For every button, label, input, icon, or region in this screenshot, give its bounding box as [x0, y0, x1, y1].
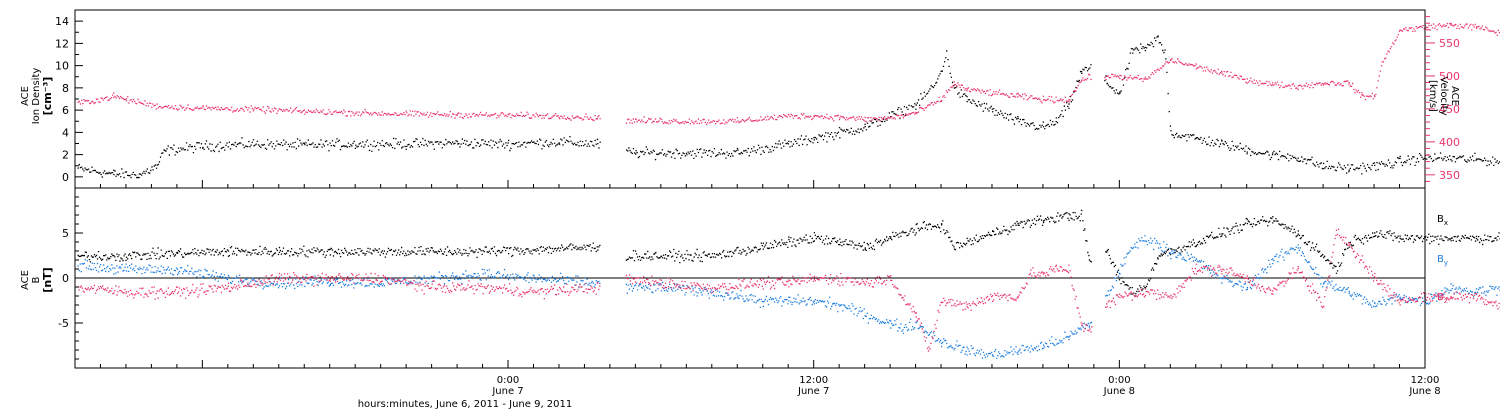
- legend-by: By: [1437, 254, 1448, 267]
- velocity-axis-label-line1: ACE: [1449, 86, 1460, 106]
- velocity-tick-label: 350: [1439, 169, 1460, 182]
- time-axis-title: hours:minutes, June 6, 2011 - June 9, 20…: [358, 399, 573, 410]
- velocity-tick-label: 550: [1439, 37, 1460, 50]
- density-axis-label-unit: [cm⁻³]: [41, 77, 54, 116]
- density-tick-label: 4: [62, 126, 69, 139]
- velocity-tick-label: 500: [1439, 70, 1460, 83]
- legend-subscript: y: [1444, 259, 1448, 267]
- by-points: [77, 235, 1500, 359]
- velocity-points: [77, 22, 1500, 126]
- date-tick-label: June 8: [1103, 386, 1135, 397]
- top-panel-frame: [74, 9, 1426, 189]
- top-panel-ticks: 0 2 4 6 8 10 12 14 350 400 450 500 550: [55, 15, 1460, 184]
- density-tick-label: 6: [62, 104, 69, 117]
- density-tick-label: 14: [55, 15, 69, 28]
- b-tick-label: 5: [62, 227, 69, 240]
- density-axis-label: ACE Ion Density [cm⁻³]: [20, 68, 54, 125]
- b-axis-label-line1: ACE: [20, 270, 31, 290]
- density-axis-label-line1: ACE: [20, 86, 31, 106]
- bz-points: [77, 228, 1500, 352]
- legend-symbol: B: [1437, 214, 1444, 225]
- bottom-panel-ticks: -5 0 5: [58, 196, 83, 360]
- legend-symbol: B: [1437, 254, 1444, 265]
- ion-density-points: [77, 35, 1500, 179]
- legend-symbol: B: [1437, 292, 1444, 303]
- density-tick-label: 10: [55, 60, 69, 73]
- velocity-axis-label: ACE Velocity [km/s]: [1427, 76, 1460, 115]
- density-tick-label: 12: [55, 37, 69, 50]
- top-panel-points: [77, 22, 1500, 179]
- velocity-axis-label-unit: [km/s]: [1427, 80, 1438, 112]
- density-tick-label: 2: [62, 149, 69, 162]
- density-tick-label: 0: [62, 171, 69, 184]
- bottom-panel-points: [77, 209, 1500, 359]
- date-tick-label: June 8: [1408, 386, 1440, 397]
- date-tick-label: June 7: [797, 386, 829, 397]
- legend-bx: Bx: [1437, 214, 1448, 227]
- legend-bz: Bz: [1437, 292, 1448, 305]
- time-tick-label: 0:00: [497, 375, 519, 386]
- time-tick-label: 0:00: [1108, 375, 1130, 386]
- legend-subscript: x: [1444, 219, 1448, 227]
- b-axis-label: ACE B [nT]: [20, 267, 54, 292]
- legend-subscript: z: [1444, 297, 1448, 305]
- density-axis-label-line2: Ion Density: [31, 68, 42, 125]
- time-tick-label: 12:00: [1411, 375, 1440, 386]
- time-tick-label: 12:00: [799, 375, 828, 386]
- velocity-tick-label: 450: [1439, 103, 1460, 116]
- b-axis-label-line2: B: [31, 276, 42, 283]
- density-velocity-panel: 0 2 4 6 8 10 12 14 350 400 450 500 550 ACE Ion Densi…: [20, 9, 1500, 189]
- b-axis-label-unit: [nT]: [41, 267, 54, 292]
- velocity-tick-label: 400: [1439, 136, 1460, 149]
- b-tick-label: 0: [62, 272, 69, 285]
- velocity-axis-label-line2: Velocity: [1438, 76, 1449, 115]
- b-tick-label: -5: [58, 317, 69, 330]
- density-tick-label: 8: [62, 82, 69, 95]
- date-tick-label: June 7: [491, 386, 523, 397]
